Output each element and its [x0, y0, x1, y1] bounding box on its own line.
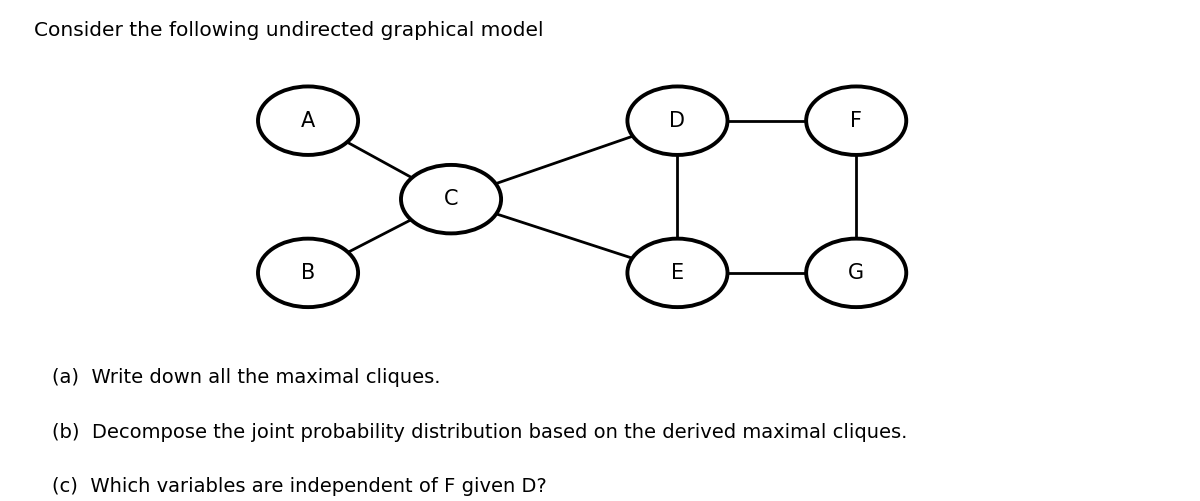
Text: E: E	[671, 263, 684, 283]
Ellipse shape	[806, 87, 906, 155]
Ellipse shape	[806, 238, 906, 307]
Text: B: B	[301, 263, 316, 283]
Text: (c)  Which variables are independent of F given D?: (c) Which variables are independent of F…	[52, 477, 546, 496]
Ellipse shape	[628, 238, 727, 307]
Ellipse shape	[258, 87, 358, 155]
Text: (a)  Write down all the maximal cliques.: (a) Write down all the maximal cliques.	[52, 368, 440, 387]
Text: F: F	[851, 111, 863, 131]
Ellipse shape	[258, 238, 358, 307]
Text: (b)  Decompose the joint probability distribution based on the derived maximal c: (b) Decompose the joint probability dist…	[52, 423, 907, 442]
Text: A: A	[301, 111, 316, 131]
Ellipse shape	[628, 87, 727, 155]
Ellipse shape	[401, 165, 502, 233]
Text: Consider the following undirected graphical model: Consider the following undirected graphi…	[34, 21, 544, 40]
Text: D: D	[670, 111, 685, 131]
Text: G: G	[848, 263, 864, 283]
Text: C: C	[444, 189, 458, 209]
